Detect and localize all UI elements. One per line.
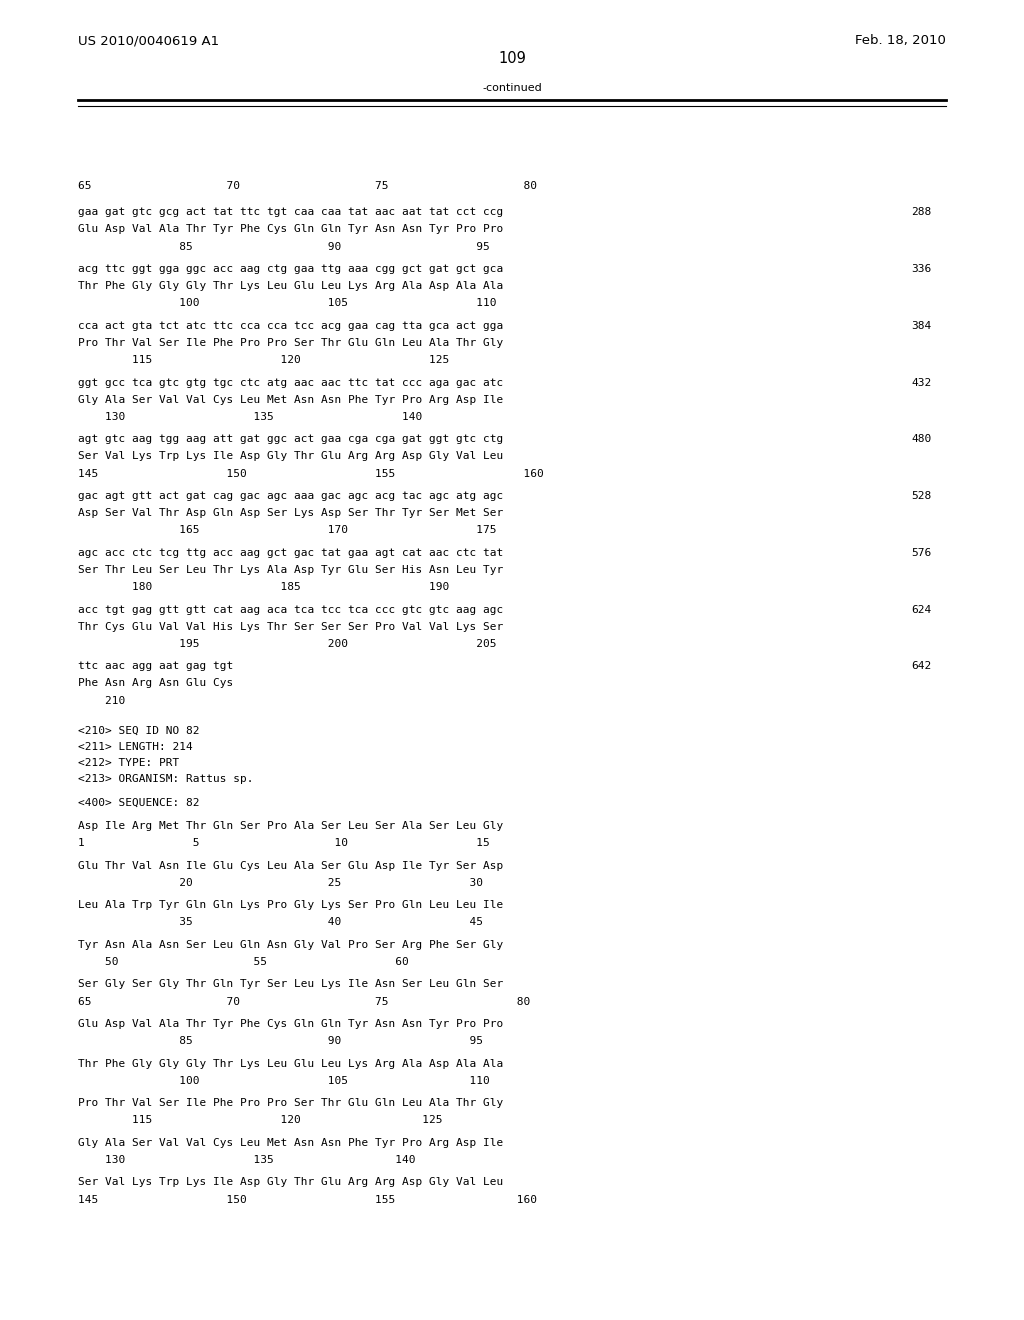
Text: Pro Thr Val Ser Ile Phe Pro Pro Ser Thr Glu Gln Leu Ala Thr Gly: Pro Thr Val Ser Ile Phe Pro Pro Ser Thr … [78, 338, 503, 348]
Text: Asp Ser Val Thr Asp Gln Asp Ser Lys Asp Ser Thr Tyr Ser Met Ser: Asp Ser Val Thr Asp Gln Asp Ser Lys Asp … [78, 508, 503, 519]
Text: <210> SEQ ID NO 82: <210> SEQ ID NO 82 [78, 726, 200, 737]
Text: Leu Ala Trp Tyr Gln Gln Lys Pro Gly Lys Ser Pro Gln Leu Leu Ile: Leu Ala Trp Tyr Gln Gln Lys Pro Gly Lys … [78, 900, 503, 911]
Text: 20                    25                   30: 20 25 30 [78, 878, 483, 888]
Text: cca act gta tct atc ttc cca cca tcc acg gaa cag tta gca act gga: cca act gta tct atc ttc cca cca tcc acg … [78, 321, 503, 331]
Text: 35                    40                   45: 35 40 45 [78, 917, 483, 928]
Text: 109: 109 [498, 51, 526, 66]
Text: Ser Thr Leu Ser Leu Thr Lys Ala Asp Tyr Glu Ser His Asn Leu Tyr: Ser Thr Leu Ser Leu Thr Lys Ala Asp Tyr … [78, 565, 503, 576]
Text: Thr Phe Gly Gly Gly Thr Lys Leu Glu Leu Lys Arg Ala Asp Ala Ala: Thr Phe Gly Gly Gly Thr Lys Leu Glu Leu … [78, 281, 503, 292]
Text: 65                    70                    75                   80: 65 70 75 80 [78, 997, 530, 1007]
Text: agc acc ctc tcg ttg acc aag gct gac tat gaa agt cat aac ctc tat: agc acc ctc tcg ttg acc aag gct gac tat … [78, 548, 503, 558]
Text: -continued: -continued [482, 83, 542, 94]
Text: <400> SEQUENCE: 82: <400> SEQUENCE: 82 [78, 797, 200, 808]
Text: 115                   120                  125: 115 120 125 [78, 1115, 442, 1126]
Text: Glu Asp Val Ala Thr Tyr Phe Cys Gln Gln Tyr Asn Asn Tyr Pro Pro: Glu Asp Val Ala Thr Tyr Phe Cys Gln Gln … [78, 224, 503, 235]
Text: 642: 642 [911, 661, 932, 672]
Text: 1                5                    10                   15: 1 5 10 15 [78, 838, 489, 849]
Text: 210: 210 [78, 696, 125, 706]
Text: 85                    90                    95: 85 90 95 [78, 242, 489, 252]
Text: 195                   200                   205: 195 200 205 [78, 639, 497, 649]
Text: 145                   150                   155                   160: 145 150 155 160 [78, 469, 544, 479]
Text: gaa gat gtc gcg act tat ttc tgt caa caa tat aac aat tat cct ccg: gaa gat gtc gcg act tat ttc tgt caa caa … [78, 207, 503, 218]
Text: ttc aac agg aat gag tgt: ttc aac agg aat gag tgt [78, 661, 233, 672]
Text: 180                   185                   190: 180 185 190 [78, 582, 450, 593]
Text: 576: 576 [911, 548, 932, 558]
Text: Ser Val Lys Trp Lys Ile Asp Gly Thr Glu Arg Arg Asp Gly Val Leu: Ser Val Lys Trp Lys Ile Asp Gly Thr Glu … [78, 1177, 503, 1188]
Text: Ser Val Lys Trp Lys Ile Asp Gly Thr Glu Arg Arg Asp Gly Val Leu: Ser Val Lys Trp Lys Ile Asp Gly Thr Glu … [78, 451, 503, 462]
Text: 528: 528 [911, 491, 932, 502]
Text: acg ttc ggt gga ggc acc aag ctg gaa ttg aaa cgg gct gat gct gca: acg ttc ggt gga ggc acc aag ctg gaa ttg … [78, 264, 503, 275]
Text: agt gtc aag tgg aag att gat ggc act gaa cga cga gat ggt gtc ctg: agt gtc aag tgg aag att gat ggc act gaa … [78, 434, 503, 445]
Text: 130                   135                   140: 130 135 140 [78, 412, 422, 422]
Text: 115                   120                   125: 115 120 125 [78, 355, 450, 366]
Text: 336: 336 [911, 264, 932, 275]
Text: Pro Thr Val Ser Ile Phe Pro Pro Ser Thr Glu Gln Leu Ala Thr Gly: Pro Thr Val Ser Ile Phe Pro Pro Ser Thr … [78, 1098, 503, 1109]
Text: acc tgt gag gtt gtt cat aag aca tca tcc tca ccc gtc gtc aag agc: acc tgt gag gtt gtt cat aag aca tca tcc … [78, 605, 503, 615]
Text: gac agt gtt act gat cag gac agc aaa gac agc acg tac agc atg agc: gac agt gtt act gat cag gac agc aaa gac … [78, 491, 503, 502]
Text: 145                   150                   155                  160: 145 150 155 160 [78, 1195, 537, 1205]
Text: <211> LENGTH: 214: <211> LENGTH: 214 [78, 742, 193, 752]
Text: 624: 624 [911, 605, 932, 615]
Text: Phe Asn Arg Asn Glu Cys: Phe Asn Arg Asn Glu Cys [78, 678, 233, 689]
Text: <212> TYPE: PRT: <212> TYPE: PRT [78, 758, 179, 768]
Text: Asp Ile Arg Met Thr Gln Ser Pro Ala Ser Leu Ser Ala Ser Leu Gly: Asp Ile Arg Met Thr Gln Ser Pro Ala Ser … [78, 821, 503, 832]
Text: Tyr Asn Ala Asn Ser Leu Gln Asn Gly Val Pro Ser Arg Phe Ser Gly: Tyr Asn Ala Asn Ser Leu Gln Asn Gly Val … [78, 940, 503, 950]
Text: 480: 480 [911, 434, 932, 445]
Text: Thr Phe Gly Gly Gly Thr Lys Leu Glu Leu Lys Arg Ala Asp Ala Ala: Thr Phe Gly Gly Gly Thr Lys Leu Glu Leu … [78, 1059, 503, 1069]
Text: ggt gcc tca gtc gtg tgc ctc atg aac aac ttc tat ccc aga gac atc: ggt gcc tca gtc gtg tgc ctc atg aac aac … [78, 378, 503, 388]
Text: 432: 432 [911, 378, 932, 388]
Text: <213> ORGANISM: Rattus sp.: <213> ORGANISM: Rattus sp. [78, 774, 253, 784]
Text: 384: 384 [911, 321, 932, 331]
Text: Glu Thr Val Asn Ile Glu Cys Leu Ala Ser Glu Asp Ile Tyr Ser Asp: Glu Thr Val Asn Ile Glu Cys Leu Ala Ser … [78, 861, 503, 871]
Text: 165                   170                   175: 165 170 175 [78, 525, 497, 536]
Text: 100                   105                  110: 100 105 110 [78, 1076, 489, 1086]
Text: 130                   135                  140: 130 135 140 [78, 1155, 416, 1166]
Text: 288: 288 [911, 207, 932, 218]
Text: Feb. 18, 2010: Feb. 18, 2010 [855, 34, 946, 48]
Text: Gly Ala Ser Val Val Cys Leu Met Asn Asn Phe Tyr Pro Arg Asp Ile: Gly Ala Ser Val Val Cys Leu Met Asn Asn … [78, 1138, 503, 1148]
Text: 100                   105                   110: 100 105 110 [78, 298, 497, 309]
Text: Thr Cys Glu Val Val His Lys Thr Ser Ser Ser Pro Val Val Lys Ser: Thr Cys Glu Val Val His Lys Thr Ser Ser … [78, 622, 503, 632]
Text: Glu Asp Val Ala Thr Tyr Phe Cys Gln Gln Tyr Asn Asn Tyr Pro Pro: Glu Asp Val Ala Thr Tyr Phe Cys Gln Gln … [78, 1019, 503, 1030]
Text: Ser Gly Ser Gly Thr Gln Tyr Ser Leu Lys Ile Asn Ser Leu Gln Ser: Ser Gly Ser Gly Thr Gln Tyr Ser Leu Lys … [78, 979, 503, 990]
Text: Gly Ala Ser Val Val Cys Leu Met Asn Asn Phe Tyr Pro Arg Asp Ile: Gly Ala Ser Val Val Cys Leu Met Asn Asn … [78, 395, 503, 405]
Text: 50                    55                   60: 50 55 60 [78, 957, 409, 968]
Text: US 2010/0040619 A1: US 2010/0040619 A1 [78, 34, 219, 48]
Text: 85                    90                   95: 85 90 95 [78, 1036, 483, 1047]
Text: 65                    70                    75                    80: 65 70 75 80 [78, 181, 537, 191]
